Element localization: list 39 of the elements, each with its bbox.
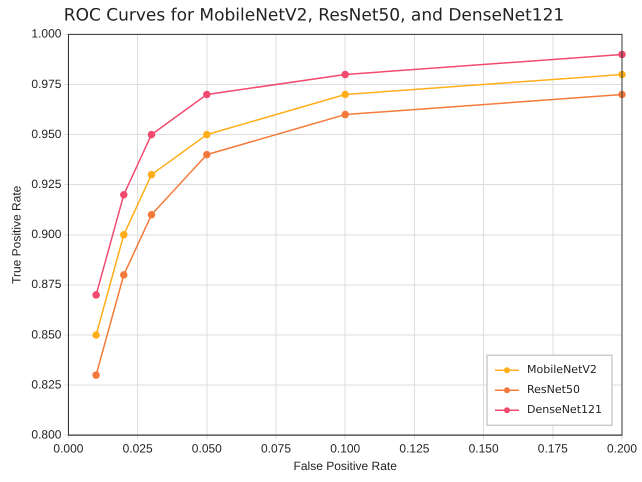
x-tick-label: 0.175: [538, 442, 568, 456]
y-tick-label: 0.850: [31, 327, 62, 342]
point: [148, 130, 156, 138]
point: [92, 331, 100, 339]
x-tick-label: 0.100: [330, 442, 361, 456]
point: [92, 371, 100, 379]
point: [341, 110, 349, 118]
y-tick-label: 0.800: [31, 428, 62, 442]
point: [120, 231, 128, 239]
x-tick-label: 0.050: [192, 442, 222, 456]
point: [341, 70, 349, 78]
point: [120, 271, 128, 279]
legend-label: MobileNetV2: [526, 363, 597, 376]
point: [203, 150, 211, 158]
y-tick-label: 0.925: [31, 177, 62, 192]
x-axis-title: False Positive Rate: [294, 459, 398, 474]
point: [120, 190, 128, 198]
point: [92, 291, 100, 299]
y-tick-label: 0.950: [31, 126, 62, 141]
x-tick-label: 0.025: [122, 442, 153, 456]
x-tick-label: 0.150: [468, 442, 499, 456]
point: [203, 130, 211, 138]
x-tick-label: 0.125: [399, 442, 430, 456]
y-tick-label: 1.000: [31, 26, 62, 41]
y-tick-label: 0.825: [31, 377, 62, 392]
point: [148, 170, 156, 178]
x-tick-label: 0.075: [261, 442, 292, 456]
y-tick-label: 0.875: [31, 277, 62, 292]
point: [341, 90, 349, 98]
x-tick-label: 0.000: [53, 442, 84, 456]
y-tick-label: 0.900: [31, 227, 62, 242]
point: [148, 211, 156, 219]
chart-title: ROC Curves for MobileNetV2, ResNet50, and DenseNet121: [64, 6, 564, 26]
y-axis-title: True Positive Rate: [10, 185, 24, 284]
x-tick-label: 0.200: [606, 442, 638, 456]
point: [203, 90, 211, 98]
legend-label: DenseNet121: [526, 403, 602, 416]
y-tick-label: 0.975: [31, 76, 62, 91]
legend-label: ResNet50: [526, 383, 580, 396]
